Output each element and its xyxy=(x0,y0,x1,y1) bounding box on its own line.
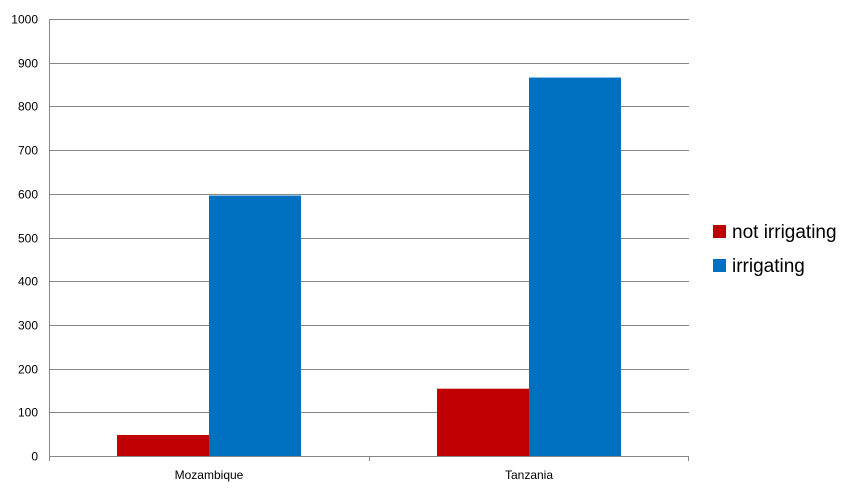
y-tick-label-800: 800 xyxy=(18,100,38,114)
bars xyxy=(117,77,621,457)
y-tick-label-300: 300 xyxy=(18,319,38,333)
legend-label-not-irrigating: not irrigating xyxy=(732,222,837,243)
legend: not irrigating irrigating xyxy=(713,222,837,277)
bar-mozambique-not-irrigating xyxy=(117,435,209,456)
x-tick-label-mozambique: Mozambique xyxy=(175,468,244,482)
bar-tanzania-irrigating xyxy=(529,77,621,457)
legend-swatch-not-irrigating xyxy=(713,225,726,238)
legend-swatch-irrigating xyxy=(713,259,726,272)
y-tick-label-900: 900 xyxy=(18,57,38,71)
y-tick-label-0: 0 xyxy=(31,450,38,464)
x-tick-label-tanzania: Tanzania xyxy=(505,468,553,482)
y-tick-label-700: 700 xyxy=(18,144,38,158)
y-tick-label-600: 600 xyxy=(18,188,38,202)
y-tick-label-400: 400 xyxy=(18,275,38,289)
bar-tanzania-not-irrigating xyxy=(437,388,529,456)
y-tick-label-200: 200 xyxy=(18,363,38,377)
legend-label-irrigating: irrigating xyxy=(732,256,805,277)
y-tick-label-500: 500 xyxy=(18,232,38,246)
gridlines xyxy=(49,19,689,457)
bar-mozambique-irrigating xyxy=(209,195,301,456)
x-axis: Mozambique Tanzania xyxy=(49,456,689,482)
y-tick-label-100: 100 xyxy=(18,406,38,420)
y-axis: 0 100 200 300 400 500 600 700 800 900 1000 xyxy=(11,13,50,464)
y-tick-label-1000: 1000 xyxy=(11,13,38,27)
